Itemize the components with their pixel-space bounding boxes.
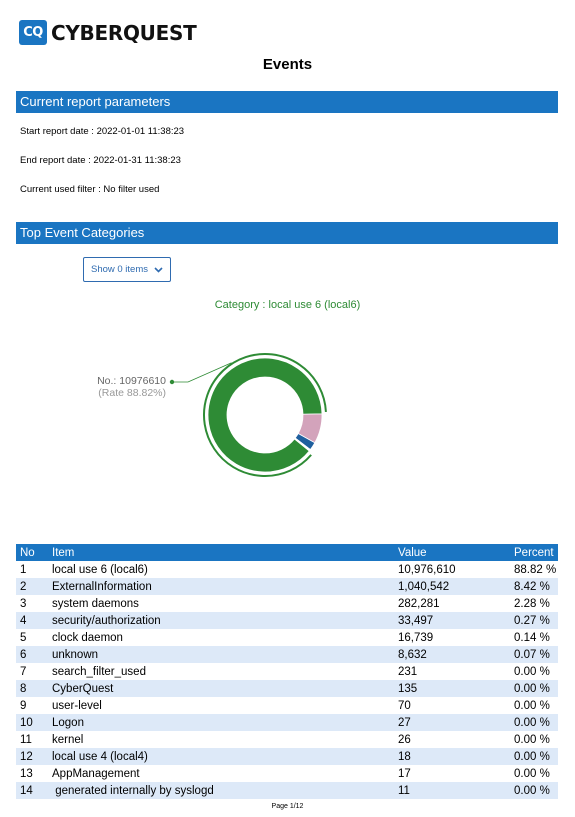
cell-no: 1 [20, 563, 27, 576]
cell-no: 12 [16, 748, 48, 765]
cell-percent: 0.00 % [510, 680, 558, 697]
cell-no: 7 [20, 665, 27, 678]
cell-item: Logon [48, 714, 394, 731]
callout-dot [169, 379, 175, 385]
cell-no: 10 [16, 714, 48, 731]
cell-no: 2 [16, 578, 48, 595]
cell-value: 11 [394, 782, 510, 799]
table-row: 11 kernel 26 0.00 % [16, 731, 558, 748]
page-title: Events [262, 56, 313, 73]
table-row: 5 clock daemon 16,739 0.14 % [16, 629, 558, 646]
show-items-label: Show 0 items [90, 264, 149, 275]
cell-value: 231 [398, 665, 418, 678]
cell-no: 13 [20, 767, 33, 780]
table-header-row: No Item Value Percent [16, 544, 558, 561]
cell-value: 27 [394, 714, 510, 731]
callout-line [174, 362, 232, 383]
cell-item: unknown [48, 646, 394, 663]
chevron-down-icon [154, 266, 163, 273]
cell-value: 16,739 [398, 631, 434, 644]
cell-percent: 0.00 % [514, 733, 550, 746]
cell-percent: 0.00 % [510, 748, 558, 765]
cell-no: 11 [20, 733, 32, 746]
table-row: 14 generated internally by syslogd 11 0.00… [16, 782, 558, 799]
chart-title: Category : local use 6 (local6) [214, 299, 361, 311]
param-filter: Current used filter : No filter used [20, 184, 160, 195]
cell-item: security/authorization [48, 612, 394, 629]
cell-value: 33,497 [394, 612, 510, 629]
cell-percent: 0.00 % [510, 782, 558, 799]
page-number: Page 1/12 [271, 803, 304, 810]
col-header-percent: Percent [510, 544, 558, 561]
logo-badge: CQ [19, 20, 47, 45]
section-header-params: Current report parameters [16, 91, 558, 113]
category-donut-chart: No.: 10976610 (Rate 88.82%) [97, 353, 327, 477]
cell-value: 70 [398, 699, 411, 712]
donut-slice-1 [207, 357, 323, 473]
table-row: 9 user-level 70 0.00 % [16, 697, 558, 714]
cell-value: 17 [398, 767, 411, 780]
cell-item: system daemons [52, 597, 139, 610]
table-row: 12 local use 4 (local4) 18 0.00 % [16, 748, 558, 765]
cell-percent: 0.00 % [514, 699, 550, 712]
callout-rate: (Rate 88.82%) [98, 387, 166, 399]
cell-item: ExternalInformation [48, 578, 394, 595]
cell-no: 14 [16, 782, 48, 799]
cell-item: clock daemon [52, 631, 123, 644]
cell-no: 4 [16, 612, 48, 629]
cell-percent: 8.42 % [510, 578, 558, 595]
cell-value: 1,040,542 [394, 578, 510, 595]
cell-item: search_filter_used [52, 665, 146, 678]
cell-percent: 0.00 % [510, 714, 558, 731]
cell-item: local use 6 (local6) [52, 563, 148, 576]
cell-item: kernel [52, 733, 84, 746]
logo-wordmark: CYBERQUEST [51, 20, 197, 45]
highlight-arc [203, 353, 327, 477]
cell-no: 8 [16, 680, 48, 697]
cell-percent: 88.82 % [514, 563, 557, 576]
table-row: 2 ExternalInformation 1,040,542 8.42 % [16, 578, 558, 595]
logo: CQ CYBERQUEST [19, 20, 197, 45]
cell-value: 8,632 [394, 646, 510, 663]
callout-count: No.: 10976610 [97, 375, 166, 387]
cell-item: user-level [52, 699, 102, 712]
table-row: 1 local use 6 (local6) 10,976,610 88.82 % [16, 561, 558, 578]
cell-item: local use 4 (local4) [48, 748, 394, 765]
cell-value: 10,976,610 [398, 563, 456, 576]
cell-item: CyberQuest [48, 680, 394, 697]
cell-no: 3 [20, 597, 27, 610]
table-row: 7 search_filter_used 231 0.00 % [16, 663, 558, 680]
cell-percent: 0.14 % [514, 631, 550, 644]
cell-item: AppManagement [52, 767, 140, 780]
col-header-no: No [16, 544, 48, 561]
table-row: 8 CyberQuest 135 0.00 % [16, 680, 558, 697]
cell-item: generated internally by syslogd [48, 782, 394, 799]
show-items-button[interactable]: Show 0 items [83, 257, 171, 282]
cell-value: 135 [394, 680, 510, 697]
cell-value: 26 [398, 733, 411, 746]
table-row: 10 Logon 27 0.00 % [16, 714, 558, 731]
cell-percent: 0.00 % [514, 767, 550, 780]
cell-percent: 0.27 % [510, 612, 558, 629]
col-header-item: Item [48, 544, 394, 561]
table-row: 6 unknown 8,632 0.07 % [16, 646, 558, 663]
cell-value: 18 [394, 748, 510, 765]
events-table: No Item Value Percent 1 local use 6 (loca… [16, 544, 558, 799]
cell-percent: 2.28 % [514, 597, 550, 610]
param-start-date: Start report date : 2022-01-01 11:38:23 [20, 126, 185, 137]
cell-no: 5 [20, 631, 27, 644]
cell-percent: 0.00 % [514, 665, 550, 678]
table-row: 13 AppManagement 17 0.00 % [16, 765, 558, 782]
section-header-top-categories: Top Event Categories [16, 222, 558, 244]
param-end-date: End report date : 2022-01-31 11:38:23 [20, 155, 181, 166]
cell-value: 282,281 [398, 597, 440, 610]
col-header-value: Value [394, 544, 510, 561]
table-row: 4 security/authorization 33,497 0.27 % [16, 612, 558, 629]
donut-slice-4 [293, 437, 311, 452]
cell-no: 6 [16, 646, 48, 663]
cell-percent: 0.07 % [510, 646, 558, 663]
table-row: 3 system daemons 282,281 2.28 % [16, 595, 558, 612]
cell-no: 9 [20, 699, 27, 712]
